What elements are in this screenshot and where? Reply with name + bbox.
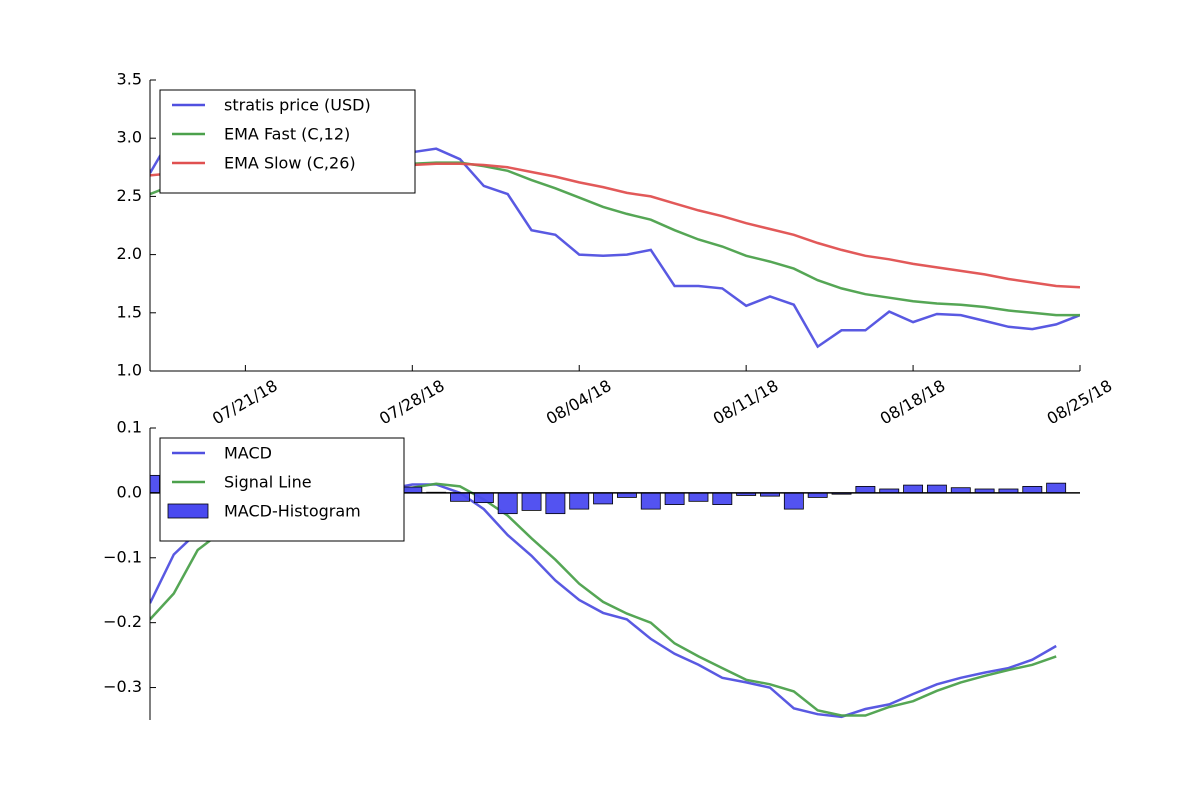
histogram-bar: [569, 492, 590, 510]
histogram-bar: [450, 492, 470, 502]
legend-box: [159, 437, 405, 542]
y-tick-label: −0.1: [103, 547, 142, 566]
histogram-bar: [521, 492, 542, 511]
histogram-bar: [855, 485, 876, 494]
histogram-bar: [664, 492, 685, 505]
histogram-bar: [903, 484, 924, 494]
x-tick-label: 07/21/18: [209, 376, 281, 428]
histogram-bar: [783, 492, 804, 510]
histogram-bar: [473, 492, 494, 504]
x-tick-label: 08/04/18: [543, 376, 615, 428]
histogram-bar: [712, 492, 733, 505]
y-tick-label: 1.5: [117, 302, 142, 321]
histogram-bar: [688, 492, 709, 502]
y-tick-label: 3.0: [117, 128, 142, 147]
x-tick-label: 07/28/18: [376, 376, 448, 428]
histogram-bar: [1022, 485, 1043, 494]
x-tick-label: 08/25/18: [1044, 376, 1116, 428]
histogram-bar: [1046, 482, 1067, 494]
legend-label: stratis price (USD): [224, 96, 371, 115]
legend-label: EMA Fast (C,12): [224, 125, 350, 144]
y-tick-label: 1.0: [117, 361, 142, 380]
histogram-bar: [640, 492, 661, 510]
legend-box: [159, 89, 416, 194]
histogram-bar: [950, 487, 971, 494]
y-tick-label: −0.3: [103, 677, 142, 696]
y-tick-label: 2.0: [117, 244, 142, 263]
legend-label: Signal Line: [224, 473, 312, 492]
x-tick-label: 08/11/18: [710, 376, 782, 428]
legend-label: MACD-Histogram: [224, 502, 361, 521]
histogram-bar: [545, 492, 566, 515]
legend-swatch: [167, 503, 209, 519]
histogram-bar: [402, 486, 423, 494]
y-tick-label: 3.5: [117, 70, 142, 89]
y-tick-label: 2.5: [117, 186, 142, 205]
legend-label: MACD: [224, 444, 272, 463]
y-tick-label: 0.1: [117, 418, 142, 437]
legend-label: EMA Slow (C,26): [224, 154, 356, 173]
histogram-bar: [593, 492, 614, 505]
y-tick-label: 0.0: [117, 482, 142, 501]
x-tick-label: 08/18/18: [877, 376, 949, 428]
y-tick-label: −0.2: [103, 612, 142, 631]
histogram-bar: [497, 492, 518, 515]
histogram-bar: [926, 484, 947, 494]
